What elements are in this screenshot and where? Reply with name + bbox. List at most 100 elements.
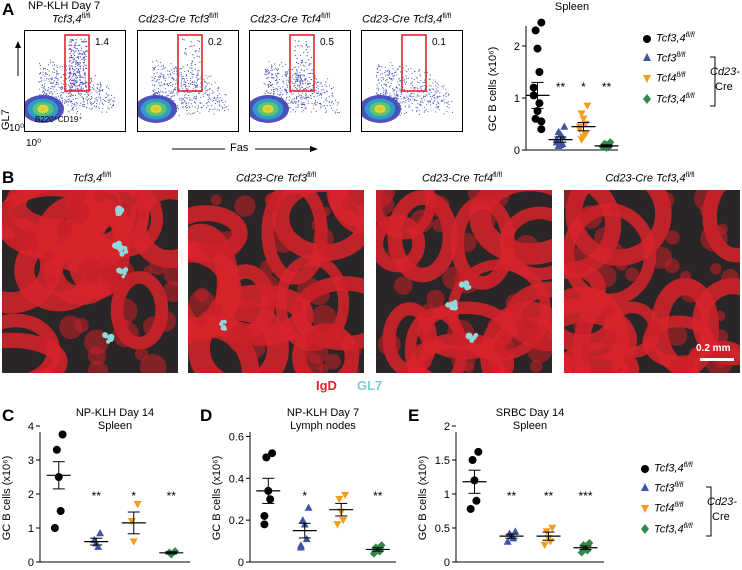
facs-event [423, 81, 425, 83]
facs-event [326, 99, 328, 102]
facs-event [199, 91, 201, 93]
facs-event [414, 99, 416, 101]
facs-event [315, 110, 317, 112]
facs-event [403, 79, 405, 81]
micro-prefix-3: Cd23-Cre [421, 172, 473, 185]
facs-event [178, 88, 180, 90]
facs-event [337, 101, 339, 103]
facs-event [98, 107, 100, 110]
facs-event [190, 103, 192, 105]
facs-event [112, 103, 115, 105]
gl7-spot [123, 246, 128, 251]
facs-event [270, 69, 272, 71]
facs-event [294, 100, 296, 102]
facs-event [176, 106, 179, 108]
facs-event [276, 68, 278, 70]
facs-event [298, 80, 300, 82]
igd-patch [670, 354, 695, 373]
facs-event [325, 99, 327, 101]
facs-event [323, 101, 325, 103]
facs-event [263, 73, 265, 75]
data-point [466, 504, 475, 513]
facs-event [288, 107, 291, 109]
gl7-spot [117, 243, 121, 248]
facs-event [83, 100, 85, 102]
facs-gate-event [86, 89, 88, 91]
facs-event [268, 76, 270, 78]
facs-event [289, 106, 291, 108]
facs-event [208, 94, 210, 97]
panel-letter-d: D [200, 406, 213, 425]
facs-gate-event [72, 79, 74, 81]
facs-gate-event [85, 65, 87, 67]
facs-event [194, 68, 196, 70]
igd-patch [321, 323, 346, 347]
facs-event [57, 78, 59, 80]
igd-follicle [188, 241, 242, 340]
facs-event [223, 104, 225, 106]
facs-gate-event [304, 87, 307, 90]
igd-patch [412, 344, 422, 353]
facs-event [308, 97, 310, 99]
facs-gate [401, 34, 427, 92]
facs-event [92, 102, 94, 104]
igd-patch [260, 260, 276, 276]
facs-gate-event [184, 86, 186, 88]
facs-event [293, 82, 295, 85]
facs-event [48, 91, 50, 93]
facs-event [326, 105, 328, 107]
facs-gate-event [69, 52, 71, 55]
facs-event [180, 84, 182, 86]
facs-event [172, 77, 174, 79]
facs-gate-event [78, 75, 80, 77]
facs-event [332, 92, 334, 95]
facs-event [47, 78, 49, 80]
igd-patch [503, 236, 517, 250]
legend-marker-triangle-down [643, 75, 651, 83]
facs-event [152, 69, 154, 71]
facs-gate-event [85, 81, 87, 83]
facs-event [68, 111, 70, 113]
igd-patch [581, 351, 593, 363]
facs-gate-event [76, 56, 78, 59]
facs-event [168, 76, 170, 78]
facs-event [92, 103, 94, 105]
facs-event [69, 73, 71, 75]
data-point [537, 117, 546, 126]
facs-gate-event [85, 45, 87, 47]
micrograph-1-image [2, 190, 178, 373]
facs-event [302, 86, 304, 88]
facs-event [428, 92, 430, 94]
y-tick-label: 2 [28, 489, 34, 501]
facs-event [73, 71, 75, 73]
igd-patch [714, 329, 729, 344]
facs-event [393, 97, 395, 99]
facs-event [407, 98, 409, 101]
igd-follicle [564, 342, 640, 373]
facs-event [267, 83, 269, 85]
facs-event [301, 111, 303, 113]
facs-event [393, 77, 395, 79]
facs-event [299, 88, 302, 90]
facs-event [430, 85, 432, 87]
facs-event [53, 86, 55, 88]
facs-event [38, 88, 41, 90]
y-tick-label: 2 [444, 421, 450, 433]
facs-event [51, 92, 53, 94]
facs-event [267, 69, 270, 72]
legend-b-entry-2: Tcf3fl/fl [654, 482, 683, 495]
facs-genotype-2: Tcf3 [188, 13, 210, 26]
facs-event [211, 104, 213, 106]
facs-event [267, 68, 269, 70]
facs-event [72, 94, 74, 97]
facs-event [282, 86, 284, 88]
facs-event [104, 100, 106, 102]
facs-event [300, 74, 302, 76]
facs-event [400, 112, 402, 114]
panel-a-condition: NP-KLH Day 7 [28, 0, 101, 12]
facs-event [171, 85, 173, 87]
facs-event [163, 78, 165, 80]
facs-event [187, 88, 189, 90]
facs-event [53, 71, 55, 73]
facs-event [189, 97, 191, 99]
